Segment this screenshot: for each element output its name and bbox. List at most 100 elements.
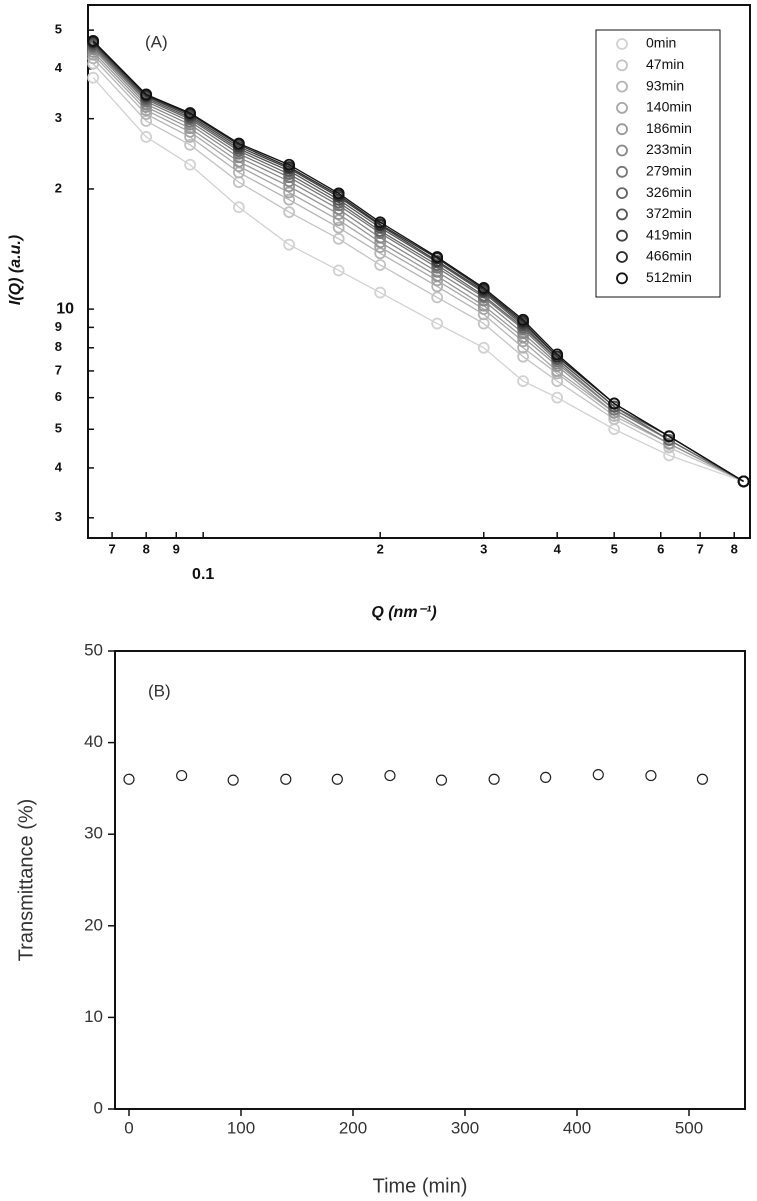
x-tick-label: 6	[657, 541, 664, 556]
fit-line	[92, 63, 744, 483]
data-point	[283, 186, 296, 199]
y-tick-label: 20	[84, 915, 103, 934]
legend-box	[595, 29, 721, 298]
data-point	[332, 264, 345, 277]
legend-label: 512min	[646, 269, 692, 285]
legend-label: 419min	[646, 226, 692, 242]
data-point	[645, 769, 657, 782]
y-tick-label: 3	[55, 110, 62, 125]
data-point	[517, 313, 530, 326]
y-tick-label: 10	[84, 1007, 103, 1026]
data-point	[374, 216, 387, 229]
data-point	[283, 193, 296, 206]
data-point	[283, 158, 296, 171]
legend-marker	[616, 187, 628, 200]
x-tick-label: 400	[563, 1118, 591, 1137]
legend-label: 186min	[646, 120, 692, 136]
x-tick-label: 2	[377, 541, 384, 556]
legend-marker	[616, 165, 628, 178]
legend-label: 93min	[646, 77, 684, 93]
data-point	[176, 769, 188, 782]
legend-label: 140min	[646, 99, 692, 115]
data-point	[331, 773, 343, 785]
legend-marker	[616, 208, 628, 221]
plot-frame	[114, 650, 746, 1110]
x-tick-label: 200	[339, 1118, 367, 1137]
data-point	[283, 238, 296, 251]
x-tick-label: 3	[480, 541, 487, 556]
x-tick-label: 100	[227, 1118, 255, 1137]
data-point	[517, 375, 530, 388]
data-point	[87, 71, 100, 84]
data-point	[696, 773, 709, 785]
legend: 0min 47min 93min 140min 186min 233min 279min 32…	[595, 29, 721, 298]
data-point	[551, 391, 564, 404]
x-tick-label: 500	[675, 1118, 703, 1137]
x-tick-label: 7	[108, 541, 115, 556]
data-point	[332, 221, 345, 234]
y-tick-label: 8	[55, 339, 62, 354]
x-tick-label: 0.1	[192, 566, 214, 583]
x-tick-label: 300	[451, 1118, 479, 1137]
fit-line	[92, 77, 744, 483]
data-point	[140, 88, 153, 101]
data-point	[184, 138, 196, 151]
data-point	[332, 214, 345, 227]
legend-marker	[616, 272, 628, 285]
data-point	[184, 158, 196, 171]
y-tick-label: 2	[55, 180, 62, 195]
legend-marker	[616, 80, 628, 93]
legend-marker	[616, 102, 628, 114]
data-point	[488, 773, 500, 785]
data-point	[227, 774, 239, 786]
data-point	[431, 291, 444, 304]
fit-line	[92, 43, 744, 483]
y-tick-label: 0	[94, 1098, 103, 1117]
y-tick-label: 9	[55, 319, 62, 334]
legend-marker	[616, 229, 628, 242]
data-point	[431, 317, 444, 330]
data-point	[431, 251, 444, 263]
x-axis-label: Q (nm⁻¹)	[371, 604, 436, 621]
legend-marker	[616, 251, 628, 263]
data-point	[663, 449, 676, 462]
data-point	[140, 131, 153, 143]
data-point	[477, 282, 490, 294]
data-point	[374, 247, 387, 260]
x-tick-label: 8	[731, 541, 738, 556]
data-point	[663, 441, 676, 454]
y-tick-label: 4	[55, 60, 63, 75]
x-tick-label: 9	[173, 541, 180, 556]
panel-label: (A)	[145, 32, 168, 51]
legend-marker	[616, 38, 628, 50]
legend-marker	[616, 59, 628, 72]
legend-label: 326min	[646, 184, 692, 200]
data-point	[374, 259, 387, 271]
data-point	[477, 341, 490, 354]
data-point	[232, 137, 245, 150]
data-point	[551, 348, 564, 361]
data-point	[608, 397, 621, 410]
data-point	[737, 475, 750, 488]
chart: 7 8 9 0.1 2 3 4 5 6 7 8 3 4 5 6 7 8 9 10 2 3 4 5 (A) Q (nm⁻¹) I(Q…	[7, 4, 751, 621]
legend-label: 47min	[646, 56, 684, 72]
data-point	[232, 201, 245, 214]
x-tick-label: 0	[124, 1118, 133, 1137]
data-point	[517, 350, 530, 363]
x-axis-label: Time (min)	[373, 1175, 468, 1197]
y-tick-label: 30	[84, 824, 103, 843]
plot-frame	[87, 4, 751, 539]
chart: 0 100 200 300 400 500 0 10 20 30 40 50 (B) Time (min)…	[15, 640, 746, 1197]
legend-label: 466min	[646, 248, 692, 264]
data-point	[384, 769, 396, 782]
x-tick-label: 8	[143, 541, 150, 556]
data-point	[663, 437, 676, 450]
fit-line	[92, 51, 744, 483]
data-point	[592, 769, 604, 781]
y-axis-label: Transmittance (%)	[15, 799, 37, 962]
data-point	[435, 774, 448, 786]
data-point	[280, 773, 292, 785]
data-point	[332, 187, 345, 200]
data-point	[184, 107, 196, 119]
